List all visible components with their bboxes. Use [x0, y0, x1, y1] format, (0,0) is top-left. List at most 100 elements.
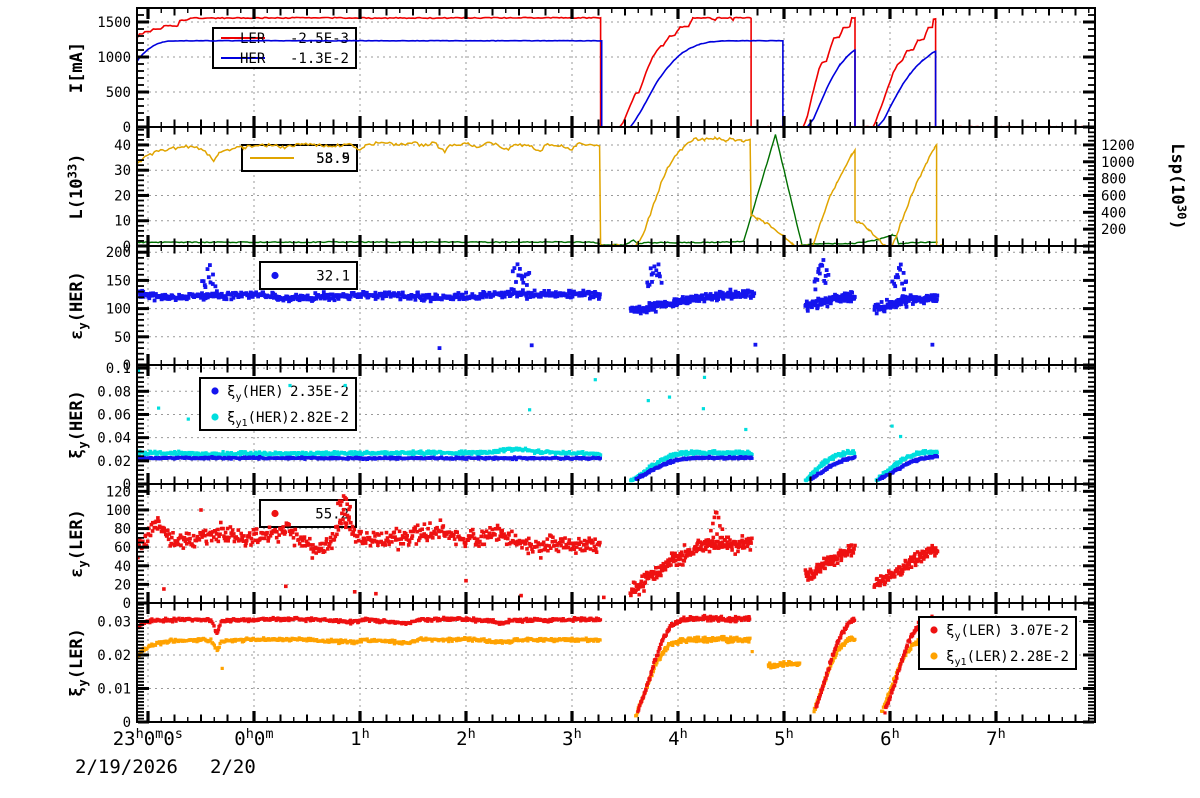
scatter-point	[216, 527, 220, 532]
scatter-point	[449, 531, 454, 535]
scatter-point	[413, 528, 417, 532]
scatter-point	[463, 541, 468, 546]
scatter-point	[260, 451, 264, 455]
scatter-point	[464, 290, 468, 295]
scatter-point	[822, 463, 826, 467]
scatter-point	[266, 535, 271, 540]
scatter-point	[375, 532, 379, 536]
scatter-point	[397, 529, 402, 534]
scatter-point	[337, 499, 342, 503]
scatter-point	[629, 593, 633, 598]
scatter-point	[261, 290, 265, 295]
ytick-label: 0	[123, 239, 131, 255]
right-ytick-label: 800	[1101, 172, 1126, 188]
scatter-point	[563, 545, 567, 550]
scatter-point	[188, 536, 192, 541]
scatter-point	[585, 546, 590, 550]
scatter-point	[895, 303, 899, 308]
scatter-point	[368, 543, 373, 548]
scatter-point	[285, 294, 290, 299]
scatter-point	[698, 547, 702, 551]
scatter-point	[490, 451, 495, 455]
scatter-point	[275, 529, 279, 534]
scatter-point	[424, 535, 428, 540]
scatter-outlier	[138, 368, 141, 372]
scatter-point	[191, 451, 195, 455]
scatter-point	[853, 455, 857, 459]
scatter-point	[276, 540, 281, 544]
scatter-point	[380, 296, 385, 301]
scatter-point	[642, 589, 646, 593]
panel-data	[138, 134, 944, 245]
scatter-point	[384, 530, 389, 535]
scatter-point	[587, 536, 591, 540]
scatter-point	[848, 294, 852, 299]
scatter-point	[822, 556, 826, 561]
scatter-point	[506, 536, 510, 541]
scatter-point	[224, 297, 229, 302]
scatter-point	[750, 452, 754, 457]
scatter-point	[895, 460, 899, 464]
scatter-point	[538, 294, 543, 299]
scatter-point	[805, 570, 810, 574]
scatter-point	[244, 541, 248, 546]
scatter-point	[168, 544, 172, 548]
scatter-point	[835, 557, 840, 561]
scatter-point	[807, 477, 811, 481]
scatter-point	[145, 292, 150, 296]
scatter-point	[636, 310, 641, 314]
line-series	[138, 39, 1087, 126]
scatter-point	[650, 572, 654, 576]
scatter-point	[350, 524, 355, 529]
scatter-point	[201, 529, 206, 534]
scatter-point	[740, 538, 744, 543]
scatter-point	[684, 295, 689, 300]
scatter-point	[443, 534, 447, 538]
scatter-point	[547, 544, 551, 548]
scatter-outlier	[744, 427, 748, 432]
scatter-point	[163, 296, 167, 301]
scatter-point	[203, 296, 208, 300]
scatter-point	[898, 262, 903, 267]
scatter-point	[682, 543, 687, 547]
scatter-point	[720, 453, 724, 457]
scatter-point	[254, 531, 258, 536]
scatter-point	[822, 279, 827, 283]
scatter-point	[470, 527, 475, 532]
scatter-point	[650, 280, 654, 284]
scatter-point	[329, 539, 333, 544]
scatter-point	[598, 456, 602, 460]
scatter-point	[499, 290, 504, 295]
scatter-point	[577, 293, 581, 298]
legend-dot-swatch	[211, 387, 219, 395]
legend: 32.1	[259, 261, 358, 290]
scatter-point	[518, 273, 523, 278]
scatter-point	[351, 530, 355, 534]
scatter-point	[269, 295, 274, 299]
scatter-point	[725, 540, 729, 544]
scatter-point	[570, 294, 575, 299]
scatter-point	[467, 536, 472, 541]
ytick-label: 40	[114, 138, 131, 154]
scatter-point	[639, 579, 644, 584]
scatter-point	[567, 291, 572, 296]
scatter-point	[806, 573, 811, 578]
scatter-point	[523, 541, 528, 546]
scatter-point	[635, 583, 640, 587]
legend-box	[199, 377, 357, 431]
scatter-point	[151, 520, 155, 525]
scatter-point	[476, 455, 480, 459]
scatter-point	[394, 452, 398, 456]
scatter-point	[249, 450, 253, 454]
right-ytick-label: 200	[1101, 222, 1126, 238]
scatter-point	[428, 299, 433, 304]
ytick-label: 10	[114, 214, 131, 230]
ytick-label: 100	[106, 302, 131, 318]
scatter-point	[179, 535, 184, 539]
legend-box	[212, 27, 357, 69]
scatter-point	[843, 549, 847, 553]
scatter-point	[899, 299, 904, 303]
scatter-point	[510, 269, 515, 274]
scatter-point	[922, 301, 926, 306]
scatter-point	[359, 529, 363, 534]
